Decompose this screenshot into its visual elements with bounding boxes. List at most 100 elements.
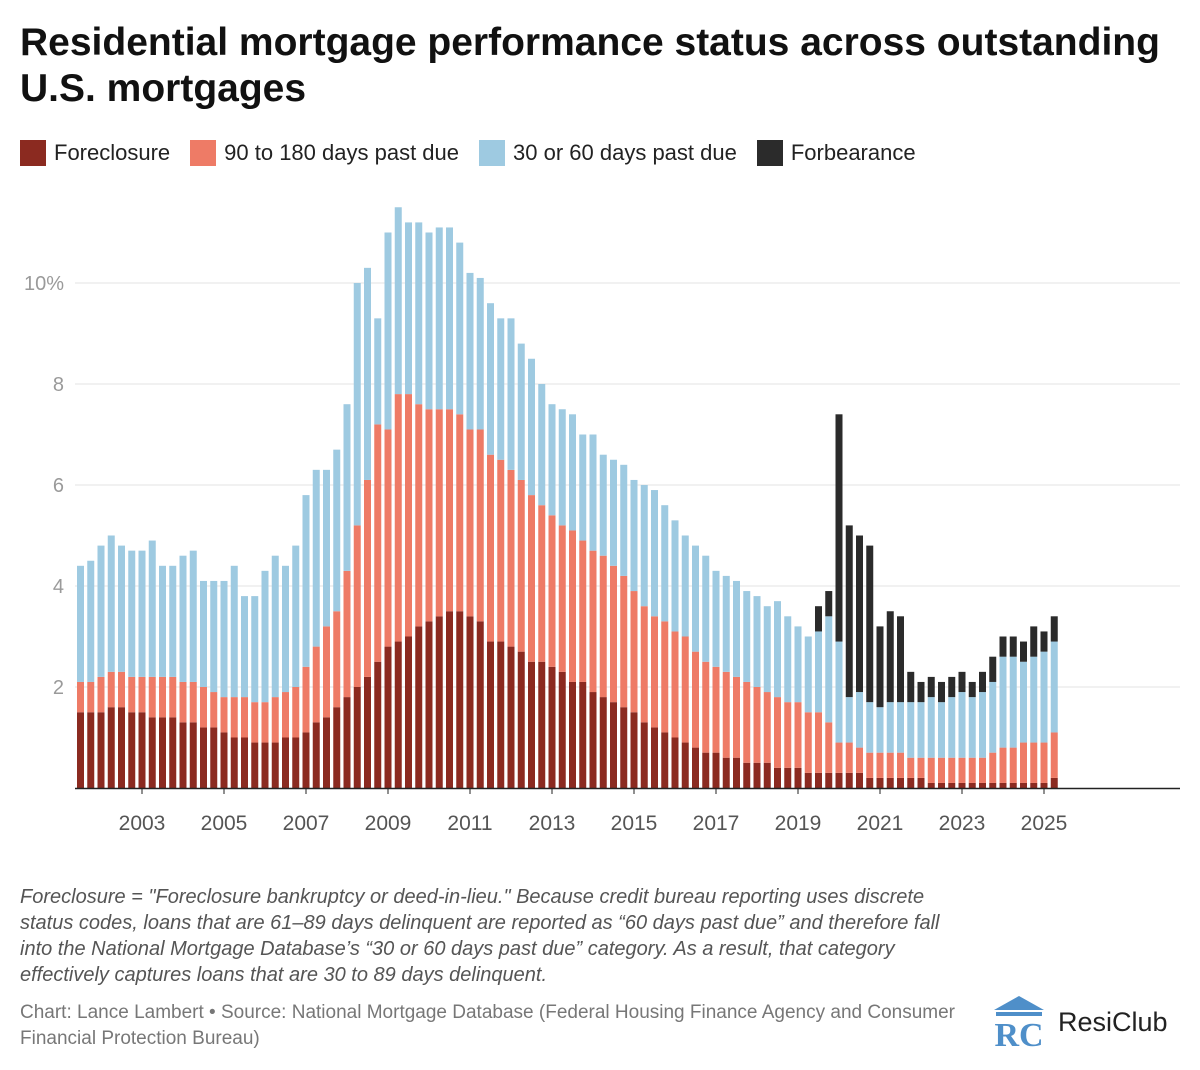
bar-90-to-180-days-past-due-2023-q1 bbox=[938, 757, 945, 783]
bar-forbearance-2024-q1 bbox=[979, 671, 986, 693]
bar-90-to-180-days-past-due-2007-q1 bbox=[282, 692, 289, 738]
bar-90-to-180-days-past-due-2013-q3 bbox=[548, 515, 556, 667]
bar-30-or-60-days-past-due-2022-q4 bbox=[927, 697, 935, 758]
bar-foreclosure-2013-q4 bbox=[558, 671, 566, 788]
bar-foreclosure-2009-q2 bbox=[374, 661, 382, 788]
bar-90-to-180-days-past-due-2023-q2 bbox=[948, 757, 956, 783]
bar-30-or-60-days-past-due-2024-q2 bbox=[989, 681, 997, 753]
bar-forbearance-2020-q4 bbox=[845, 525, 853, 698]
bar-foreclosure-2002-q3 bbox=[97, 712, 105, 788]
bar-30-or-60-days-past-due-2019-q2 bbox=[784, 616, 792, 703]
bar-90-to-180-days-past-due-2005-q1 bbox=[200, 687, 207, 728]
bar-30-or-60-days-past-due-2020-q4 bbox=[845, 697, 853, 743]
bar-foreclosure-2016-q4 bbox=[681, 742, 689, 788]
bar-foreclosure-2017-q1 bbox=[692, 747, 699, 788]
bar-30-or-60-days-past-due-2008-q3 bbox=[343, 404, 351, 571]
bar-foreclosure-2010-q2 bbox=[415, 626, 423, 788]
bar-foreclosure-2021-q4 bbox=[886, 777, 894, 788]
bar-30-or-60-days-past-due-2013-q1 bbox=[528, 358, 535, 496]
bar-foreclosure-2021-q3 bbox=[876, 777, 884, 788]
bar-30-or-60-days-past-due-2017-q2 bbox=[702, 555, 710, 662]
bar-30-or-60-days-past-due-2025-q3 bbox=[1040, 651, 1048, 743]
bar-foreclosure-2003-q1 bbox=[118, 707, 125, 788]
bar-30-or-60-days-past-due-2004-q1 bbox=[159, 565, 166, 677]
bar-foreclosure-2023-q4 bbox=[968, 782, 976, 788]
bar-30-or-60-days-past-due-2013-q4 bbox=[558, 409, 566, 526]
x-tick-label: 2005 bbox=[201, 812, 248, 835]
bar-90-to-180-days-past-due-2012-q4 bbox=[517, 479, 525, 652]
bar-30-or-60-days-past-due-2006-q2 bbox=[251, 596, 259, 703]
bar-30-or-60-days-past-due-2023-q4 bbox=[968, 697, 976, 758]
bar-30-or-60-days-past-due-2005-q1 bbox=[200, 580, 207, 687]
bar-90-to-180-days-past-due-2018-q3 bbox=[753, 687, 761, 763]
bar-90-to-180-days-past-due-2017-q2 bbox=[702, 661, 710, 753]
bar-forbearance-2023-q1 bbox=[938, 681, 945, 703]
bar-foreclosure-2010-q3 bbox=[425, 621, 433, 788]
bar-30-or-60-days-past-due-2011-q3 bbox=[466, 272, 474, 430]
legend-swatch-90-180 bbox=[190, 140, 217, 166]
bar-forbearance-2023-q4 bbox=[968, 681, 976, 698]
bar-foreclosure-2009-q3 bbox=[384, 646, 392, 788]
bar-foreclosure-2004-q1 bbox=[159, 717, 166, 788]
legend-item-forbearance: Forbearance bbox=[756, 140, 916, 166]
bar-foreclosure-2021-q2 bbox=[866, 777, 874, 788]
bar-foreclosure-2012-q2 bbox=[497, 641, 505, 788]
bar-90-to-180-days-past-due-2024-q3 bbox=[999, 747, 1007, 783]
bar-90-to-180-days-past-due-2016-q3 bbox=[671, 631, 679, 738]
bar-foreclosure-2002-q2 bbox=[87, 712, 95, 788]
bar-30-or-60-days-past-due-2014-q4 bbox=[599, 454, 607, 556]
y-tick-label: 6 bbox=[53, 475, 64, 497]
bar-90-to-180-days-past-due-2002-q4 bbox=[107, 671, 115, 708]
stacked-bar-chart: 2 4 6 8 10% 2003 2005 2007 2009 2011 2013 2015 2017 2… bbox=[24, 207, 1180, 835]
bar-30-or-60-days-past-due-2003-q1 bbox=[118, 545, 125, 672]
resiclub-logo: RC ResiClub bbox=[990, 992, 1168, 1052]
methodology-note: Foreclosure = "Foreclosure bankruptcy or… bbox=[20, 886, 940, 986]
bar-90-to-180-days-past-due-2016-q2 bbox=[661, 621, 669, 733]
bar-30-or-60-days-past-due-2015-q2 bbox=[620, 464, 628, 576]
bar-30-or-60-days-past-due-2018-q4 bbox=[763, 606, 771, 693]
bar-foreclosure-2012-q4 bbox=[517, 651, 525, 788]
bar-foreclosure-2018-q1 bbox=[733, 757, 740, 788]
bar-foreclosure-2017-q4 bbox=[722, 757, 730, 788]
bar-90-to-180-days-past-due-2012-q2 bbox=[497, 459, 505, 642]
bar-foreclosure-2015-q4 bbox=[640, 722, 648, 788]
bar-30-or-60-days-past-due-2025-q2 bbox=[1030, 656, 1038, 743]
x-tick-label: 2021 bbox=[857, 812, 904, 835]
bar-90-to-180-days-past-due-2025-q1 bbox=[1020, 742, 1027, 783]
bar-30-or-60-days-past-due-2004-q4 bbox=[189, 550, 197, 682]
bar-90-to-180-days-past-due-2017-q4 bbox=[722, 671, 730, 758]
bar-30-or-60-days-past-due-2007-q4 bbox=[312, 469, 320, 647]
bar-90-to-180-days-past-due-2015-q4 bbox=[640, 606, 648, 723]
bar-foreclosure-2006-q4 bbox=[271, 742, 279, 788]
bar-90-to-180-days-past-due-2003-q1 bbox=[118, 671, 125, 708]
x-tick-label: 2017 bbox=[693, 812, 740, 835]
bar-30-or-60-days-past-due-2013-q3 bbox=[548, 404, 556, 516]
bar-foreclosure-2016-q1 bbox=[651, 727, 658, 788]
bar-30-or-60-days-past-due-2007-q1 bbox=[282, 565, 289, 693]
bar-forbearance-2020-q3 bbox=[835, 414, 843, 642]
x-tick-label: 2025 bbox=[1021, 812, 1068, 835]
bar-foreclosure-2008-q1 bbox=[323, 717, 330, 788]
bar-30-or-60-days-past-due-2014-q1 bbox=[569, 414, 576, 531]
bar-foreclosure-2005-q4 bbox=[230, 737, 238, 788]
bar-90-to-180-days-past-due-2024-q4 bbox=[1009, 747, 1017, 783]
bar-90-to-180-days-past-due-2009-q1 bbox=[364, 479, 371, 677]
bar-30-or-60-days-past-due-2021-q1 bbox=[856, 692, 863, 748]
bar-foreclosure-2024-q1 bbox=[979, 782, 986, 788]
bar-90-to-180-days-past-due-2004-q4 bbox=[189, 681, 197, 723]
bar-90-to-180-days-past-due-2025-q4 bbox=[1050, 732, 1058, 778]
bar-90-to-180-days-past-due-2022-q3 bbox=[917, 757, 925, 778]
bar-30-or-60-days-past-due-2025-q4 bbox=[1050, 641, 1058, 733]
bar-90-to-180-days-past-due-2021-q2 bbox=[866, 752, 874, 778]
x-tick-label: 2003 bbox=[119, 812, 166, 835]
bar-30-or-60-days-past-due-2019-q4 bbox=[804, 636, 812, 713]
bar-30-or-60-days-past-due-2005-q4 bbox=[230, 565, 238, 698]
bar-90-to-180-days-past-due-2010-q1 bbox=[405, 394, 412, 637]
bar-forbearance-2021-q3 bbox=[876, 626, 884, 708]
legend-item-30-60: 30 or 60 days past due bbox=[479, 140, 737, 166]
bar-forbearance-2025-q2 bbox=[1030, 626, 1038, 657]
bar-30-or-60-days-past-due-2024-q1 bbox=[979, 692, 986, 758]
bar-foreclosure-2023-q3 bbox=[958, 782, 966, 788]
bar-forbearance-2025-q1 bbox=[1020, 641, 1027, 662]
bar-90-to-180-days-past-due-2011-q2 bbox=[456, 414, 464, 612]
